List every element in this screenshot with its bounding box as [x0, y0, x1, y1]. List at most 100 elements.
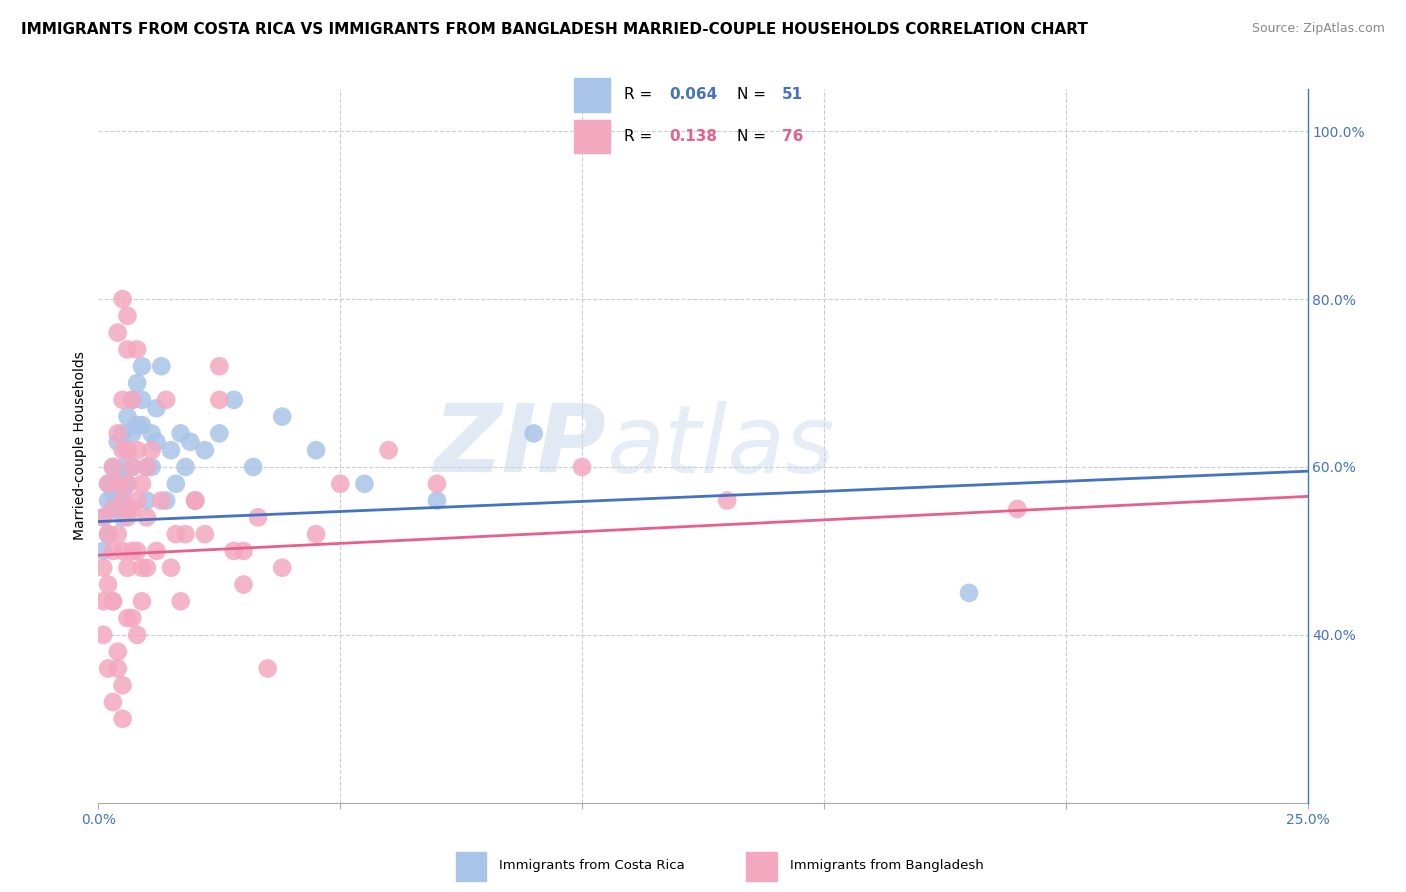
Point	[145, 434, 167, 449]
Point	[179, 434, 201, 449]
Point	[150, 493, 173, 508]
Point	[127, 343, 149, 357]
Point	[169, 426, 191, 441]
Point	[155, 392, 177, 407]
Point	[91, 510, 114, 524]
Point	[222, 392, 245, 407]
Point	[117, 611, 139, 625]
Bar	[574, 78, 610, 112]
Text: Source: ZipAtlas.com: Source: ZipAtlas.com	[1251, 22, 1385, 36]
Point	[165, 527, 187, 541]
Point	[101, 594, 124, 608]
Point	[145, 544, 167, 558]
Point	[111, 443, 134, 458]
Point	[716, 493, 738, 508]
Point	[101, 502, 124, 516]
Point	[111, 485, 134, 500]
Point	[107, 527, 129, 541]
Point	[107, 661, 129, 675]
Y-axis label: Married-couple Households: Married-couple Households	[73, 351, 87, 541]
Point	[256, 661, 278, 675]
Point	[271, 560, 294, 574]
Point	[208, 426, 231, 441]
Point	[305, 443, 328, 458]
Point	[117, 343, 139, 357]
Point	[127, 544, 149, 558]
Point	[127, 493, 149, 508]
Text: Immigrants from Costa Rica: Immigrants from Costa Rica	[499, 859, 685, 871]
Point	[111, 678, 134, 692]
Point	[91, 510, 114, 524]
Bar	[456, 852, 486, 881]
Point	[117, 443, 139, 458]
Point	[135, 460, 157, 475]
Point	[121, 460, 143, 475]
Point	[117, 560, 139, 574]
Point	[222, 544, 245, 558]
Point	[101, 460, 124, 475]
Point	[1007, 502, 1029, 516]
Point	[208, 359, 231, 374]
Point	[121, 426, 143, 441]
Point	[305, 527, 328, 541]
Point	[174, 527, 197, 541]
Point	[174, 460, 197, 475]
Point	[194, 527, 217, 541]
Text: atlas: atlas	[606, 401, 835, 491]
Point	[184, 493, 207, 508]
Point	[131, 560, 153, 574]
Point	[131, 476, 153, 491]
Point	[242, 460, 264, 475]
Point	[117, 476, 139, 491]
Point	[97, 476, 120, 491]
Point	[117, 476, 139, 491]
Point	[107, 426, 129, 441]
Text: R =: R =	[624, 87, 658, 102]
Point	[107, 476, 129, 491]
Point	[111, 460, 134, 475]
Point	[571, 460, 593, 475]
Point	[271, 409, 294, 424]
Point	[107, 493, 129, 508]
Point	[91, 594, 114, 608]
Point	[121, 392, 143, 407]
Point	[194, 443, 217, 458]
Point	[377, 443, 399, 458]
Point	[184, 493, 207, 508]
Point	[127, 443, 149, 458]
Point	[135, 510, 157, 524]
Point	[117, 443, 139, 458]
Point	[131, 359, 153, 374]
Point	[111, 712, 134, 726]
Point	[135, 560, 157, 574]
Point	[121, 502, 143, 516]
Point	[91, 628, 114, 642]
Point	[107, 645, 129, 659]
Point	[131, 417, 153, 432]
Point	[107, 468, 129, 483]
Point	[141, 426, 163, 441]
Point	[131, 392, 153, 407]
Point	[184, 493, 207, 508]
Point	[117, 409, 139, 424]
Text: ZIP: ZIP	[433, 400, 606, 492]
Point	[353, 476, 375, 491]
Point	[135, 493, 157, 508]
Point	[117, 510, 139, 524]
Point	[111, 292, 134, 306]
Point	[111, 510, 134, 524]
Point	[150, 359, 173, 374]
Point	[97, 527, 120, 541]
Point	[121, 392, 143, 407]
Point	[141, 460, 163, 475]
Point	[107, 434, 129, 449]
Point	[135, 460, 157, 475]
Text: IMMIGRANTS FROM COSTA RICA VS IMMIGRANTS FROM BANGLADESH MARRIED-COUPLE HOUSEHOL: IMMIGRANTS FROM COSTA RICA VS IMMIGRANTS…	[21, 22, 1088, 37]
Point	[121, 460, 143, 475]
Point	[232, 544, 254, 558]
Point	[97, 493, 120, 508]
Point	[91, 560, 114, 574]
Point	[101, 502, 124, 516]
Point	[111, 493, 134, 508]
Point	[957, 586, 980, 600]
